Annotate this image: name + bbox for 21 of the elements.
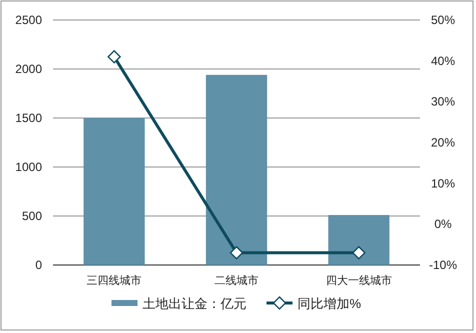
y2-tick-label: 40%	[430, 54, 456, 68]
y2-tick-label: -10%	[428, 258, 458, 272]
y-tick-label: 0	[35, 258, 42, 272]
x-tick-label: 四大一线城市	[326, 274, 392, 287]
y2-tick-label: 10%	[430, 176, 456, 190]
y2-tick-label: 20%	[430, 136, 456, 150]
x-tick-label: 二线城市	[214, 274, 258, 287]
bar	[206, 74, 268, 265]
y-tick-label: 2500	[15, 13, 42, 27]
y-tick-label: 500	[22, 209, 42, 223]
legend-label: 同比增加%	[298, 296, 362, 311]
y2-tick-label: 50%	[430, 13, 456, 27]
y-tick-label: 1000	[15, 160, 42, 174]
y2-tick-label: 0%	[434, 217, 452, 232]
legend-label: 土地出让金：亿元	[142, 296, 246, 311]
y-tick-label: 2000	[15, 62, 42, 76]
y-tick-label: 1500	[15, 111, 42, 125]
bar	[328, 215, 390, 265]
bar	[84, 118, 145, 265]
x-tick-label: 三四线城市	[86, 274, 142, 287]
y2-tick-label: 30%	[430, 94, 456, 109]
